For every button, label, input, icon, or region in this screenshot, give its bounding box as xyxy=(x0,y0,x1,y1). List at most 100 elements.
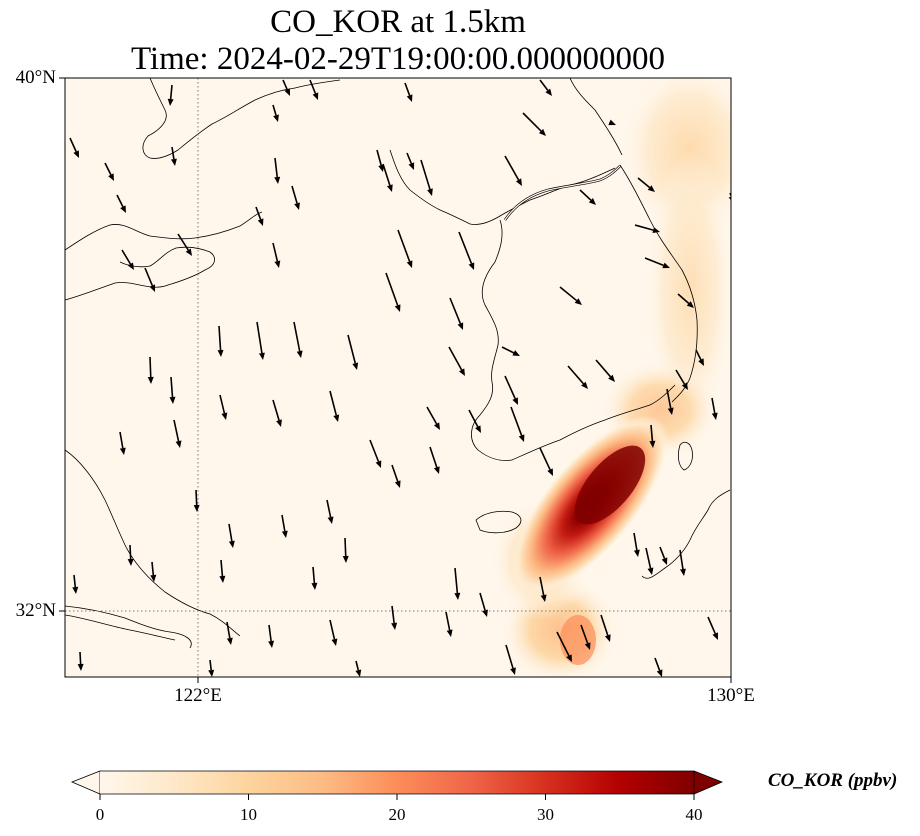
wind-arrow xyxy=(397,229,413,268)
wind-arrow-shaft xyxy=(404,82,411,96)
wind-arrow xyxy=(448,346,465,376)
wind-arrow-shaft xyxy=(634,224,654,231)
wind-arrow xyxy=(391,464,401,488)
wind-arrow-head xyxy=(698,358,704,366)
wind-arrow-head xyxy=(649,440,656,448)
wind-arrow-shaft xyxy=(218,325,222,351)
wind-arrow-head xyxy=(545,88,552,96)
wind-arrow xyxy=(342,537,349,563)
wind-arrow-head xyxy=(120,205,126,213)
wind-arrow xyxy=(579,189,596,205)
wind-arrow-head xyxy=(457,322,464,330)
wind-arrow-head xyxy=(538,128,546,136)
wind-arrow xyxy=(522,112,546,136)
wind-vectors xyxy=(69,79,731,677)
wind-arrow-head xyxy=(647,567,654,575)
wind-arrow-shaft xyxy=(226,621,231,639)
wind-arrow-head xyxy=(667,407,674,415)
wind-arrow-head xyxy=(512,397,518,405)
wind-arrow-head xyxy=(226,637,233,645)
wind-arrow xyxy=(666,388,674,415)
wind-arrow xyxy=(600,614,611,642)
wind-arrow-head xyxy=(217,349,224,357)
korea-west-coast xyxy=(471,219,513,461)
wind-arrow xyxy=(458,231,475,270)
wind-arrow-head xyxy=(327,516,334,524)
wind-arrow xyxy=(695,349,704,366)
wind-arrow xyxy=(268,624,275,648)
wind-arrow-shaft xyxy=(454,567,459,594)
wind-arrow-shaft xyxy=(73,574,77,588)
wind-arrow xyxy=(116,194,126,213)
wind-arrow xyxy=(445,611,453,637)
wind-arrow-head xyxy=(311,582,318,590)
wind-arrow-head xyxy=(468,262,475,270)
wind-arrow-shaft xyxy=(679,549,684,570)
wind-arrow xyxy=(505,644,516,675)
wind-arrow-shaft xyxy=(539,576,545,596)
wind-arrow-head xyxy=(574,298,582,305)
wind-arrow-shaft xyxy=(677,293,690,304)
wind-arrow xyxy=(226,621,233,645)
wind-arrow-head xyxy=(566,654,572,662)
wind-arrow xyxy=(556,631,572,662)
wind-arrow-head xyxy=(72,586,79,594)
wind-arrow-shaft xyxy=(274,157,278,178)
wind-arrow-shaft xyxy=(458,231,473,264)
wind-arrow xyxy=(385,272,401,312)
wind-arrow xyxy=(355,660,362,677)
wind-arrow xyxy=(504,375,518,405)
wind-arrow-shaft xyxy=(420,159,431,190)
wind-arrow-head xyxy=(679,568,686,576)
wind-arrow-head xyxy=(712,632,718,640)
wind-arrow xyxy=(69,137,79,158)
wind-arrow-head xyxy=(274,176,281,184)
wind-arrow-head xyxy=(728,196,731,201)
wind-arrow-head xyxy=(394,480,401,488)
wind-arrow-shaft xyxy=(149,356,152,378)
wind-arrow-shaft xyxy=(195,489,198,506)
wind-arrow-head xyxy=(662,262,670,269)
wind-arrow-head xyxy=(284,88,290,96)
wind-arrow-shaft xyxy=(429,446,438,468)
china-coast-north xyxy=(65,211,263,251)
wind-arrow-shaft xyxy=(522,112,542,132)
wind-arrow-shaft xyxy=(595,359,612,378)
wind-arrow xyxy=(479,592,488,617)
wind-arrow-shaft xyxy=(659,546,666,559)
wind-arrow-head xyxy=(268,640,275,648)
wind-arrow xyxy=(707,616,718,640)
gridlines xyxy=(65,78,731,677)
wind-arrow xyxy=(637,177,655,192)
wind-arrow-shaft xyxy=(272,242,279,262)
wind-arrow-shaft xyxy=(272,104,277,116)
wind-arrow-head xyxy=(169,396,176,404)
axis-ticks xyxy=(59,77,732,683)
wind-arrow-head xyxy=(352,362,359,370)
wind-arrow-head xyxy=(375,460,382,468)
wind-arrow xyxy=(567,365,588,389)
wind-arrow xyxy=(501,346,520,356)
title-line1: CO_KOR at 1.5km xyxy=(270,4,526,40)
wind-arrow xyxy=(675,369,688,390)
wind-arrow xyxy=(228,523,235,548)
wind-arrow-shaft xyxy=(309,79,317,94)
china-coast-east xyxy=(65,449,241,637)
wind-arrow-shaft xyxy=(406,152,413,164)
wind-arrow-shaft xyxy=(479,592,486,611)
wind-arrow-shaft xyxy=(391,605,395,624)
wind-arrow xyxy=(177,233,192,256)
wind-arrow-head xyxy=(387,184,393,192)
wind-arrow-head xyxy=(427,188,433,196)
wind-arrow-shaft xyxy=(376,149,382,166)
wind-arrow-shaft xyxy=(449,297,462,324)
wind-arrow-shaft xyxy=(391,464,399,482)
wind-arrow-shaft xyxy=(326,499,332,518)
wind-arrow xyxy=(274,157,281,184)
wind-arrow xyxy=(454,567,461,600)
wind-arrow-shaft xyxy=(119,431,124,449)
wind-arrow-shaft xyxy=(654,657,661,671)
wind-arrow xyxy=(376,149,385,172)
wind-arrow-head xyxy=(170,158,177,166)
wind-arrow-shaft xyxy=(445,611,451,631)
